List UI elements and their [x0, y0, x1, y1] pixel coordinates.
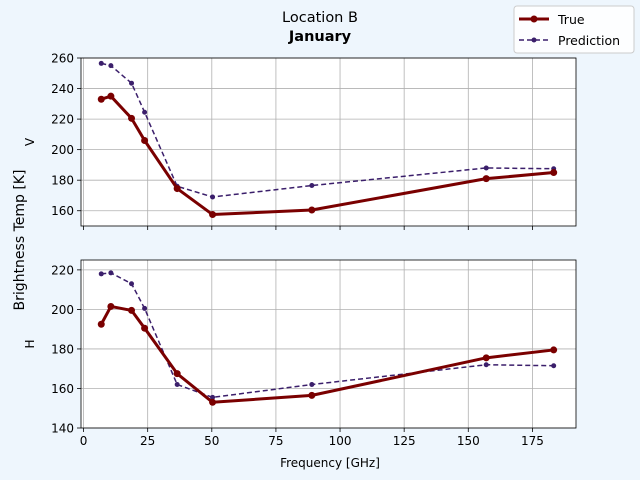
panel-v-series-prediction-point [483, 165, 489, 171]
panel-h-series-true-point [141, 324, 149, 332]
panel-v: 160 180 200 220 240 260 V [23, 52, 577, 230]
x-tick-label: 100 [329, 434, 352, 448]
panel-v-series-true-point [209, 211, 217, 219]
x-tick-label: 0 [80, 434, 88, 448]
panel-h-series-prediction-point [129, 281, 135, 287]
panel-v-series-prediction-point [129, 80, 135, 86]
y-axis-label: Brightness Temp [K] [12, 170, 28, 311]
panel-h-series-true-point [173, 370, 181, 378]
panel-v-series-true-point [550, 169, 558, 177]
panel-h-series-prediction-point [483, 362, 489, 368]
x-tick-label: 25 [140, 434, 155, 448]
panel-h-frame [80, 259, 577, 429]
x-tick-label: 50 [204, 434, 219, 448]
panel-h-series-true-point [128, 306, 136, 314]
panel-v-series-prediction-point [142, 109, 148, 115]
x-tick-label: 175 [521, 434, 544, 448]
legend-true-label: True [557, 12, 585, 27]
panel-h-y-tick-label: 180 [51, 342, 74, 356]
panel-h-series-prediction-point [309, 382, 315, 388]
panel-h-series-prediction-line [101, 272, 554, 399]
panel-h-y-tick-label: 160 [51, 382, 74, 396]
panel-h-plot-area [81, 260, 576, 428]
panel-v-frame [80, 57, 577, 227]
panel-h-series-prediction-point [108, 270, 114, 276]
panel-v-series-true-point [482, 175, 490, 183]
legend: True Prediction [513, 5, 635, 54]
panel-v-y-tick-label: 260 [51, 52, 74, 66]
panel-h-series [97, 270, 558, 406]
panel-v-series-prediction-line [101, 62, 554, 198]
chart-title: Location B [282, 10, 358, 26]
panel-h-ticks: 0 25 50 75 100 125 150 175 140 160 180 200 220 [51, 263, 544, 448]
legend-true-marker [530, 15, 538, 23]
panel-h-series-prediction-point [174, 382, 180, 388]
panel-v-y-tick-label: 180 [51, 174, 74, 188]
panel-v-plot-area [81, 58, 576, 226]
panel-v-series-true-point [308, 206, 316, 214]
panel-h-y-tick-label: 220 [51, 263, 74, 277]
panel-h-series-true-point [107, 302, 115, 310]
legend-prediction-marker [531, 37, 537, 43]
panel-v-series-true-point [128, 114, 136, 122]
panel-v-ticks: 160 180 200 220 240 260 [51, 52, 533, 230]
panel-v-series-prediction-point [98, 60, 104, 66]
panel-v-series-true-point [107, 92, 115, 100]
legend-prediction-label: Prediction [558, 33, 620, 48]
panel-v-series-prediction-point [108, 63, 114, 69]
panel-v-series-true-point [97, 95, 105, 103]
x-tick-label: 125 [393, 434, 416, 448]
panel-h-series-prediction-point [551, 363, 557, 369]
panel-h: 0 25 50 75 100 125 150 175 140 160 180 200 220 H [23, 259, 577, 448]
chart-subtitle: January [288, 29, 352, 45]
panel-h-series-prediction-point [98, 271, 104, 277]
panel-v-series-true-point [141, 136, 149, 144]
panel-v-y-tick-label: 200 [51, 143, 74, 157]
panel-h-series-true-point [308, 391, 316, 399]
panel-h-series-true-point [550, 346, 558, 354]
panel-h-y-tick-label: 140 [51, 422, 74, 436]
panel-h-label: H [23, 339, 37, 348]
panel-v-series [97, 60, 558, 219]
panel-h-series-prediction-point [210, 394, 216, 400]
panel-v-y-tick-label: 220 [51, 113, 74, 127]
panel-h-series-true-point [482, 354, 490, 362]
panel-v-y-tick-label: 240 [51, 82, 74, 96]
panel-h-y-tick-label: 200 [51, 303, 74, 317]
x-axis-label: Frequency [GHz] [280, 456, 380, 470]
panel-v-series-prediction-point [210, 194, 216, 200]
panel-v-series-true-point [173, 185, 181, 193]
panel-h-series-prediction-point [142, 305, 148, 311]
panel-v-series-prediction-point [309, 183, 315, 189]
panel-h-series-true-point [209, 398, 217, 406]
x-tick-label: 75 [268, 434, 283, 448]
panel-h-series-true-point [97, 320, 105, 328]
x-tick-label: 150 [457, 434, 480, 448]
panel-v-label: V [23, 137, 37, 146]
panel-v-y-tick-label: 160 [51, 204, 74, 218]
